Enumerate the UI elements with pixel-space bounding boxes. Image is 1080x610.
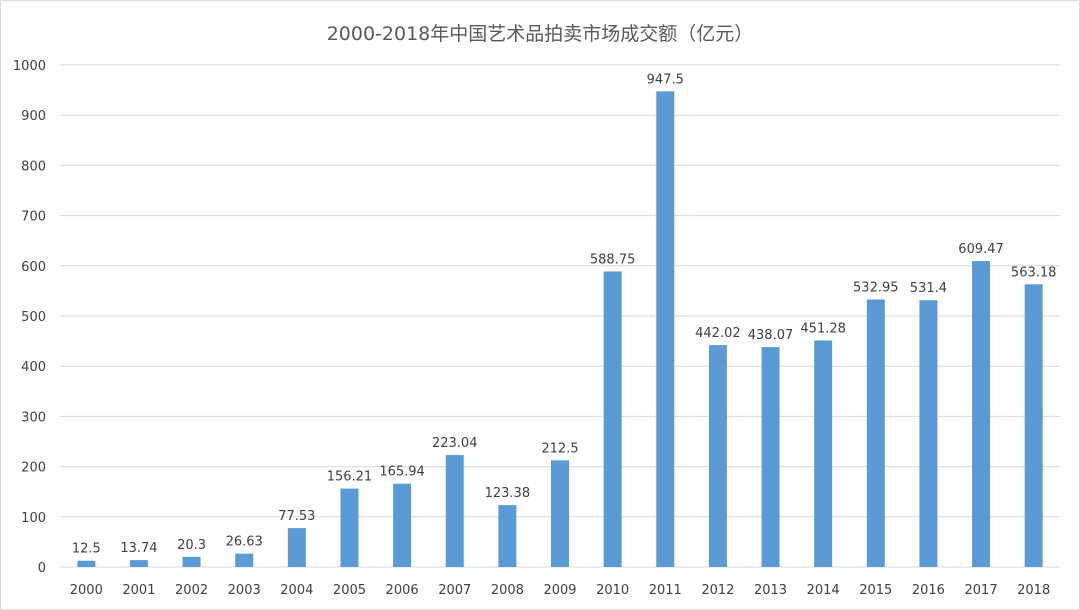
bar-2016 xyxy=(919,300,938,567)
bar-2014 xyxy=(814,340,833,567)
bar-2005 xyxy=(340,488,359,567)
x-tick-label: 2008 xyxy=(491,583,524,598)
data-labels: 12.5 13.74 20.3 26.63 77.53 156.21 165.94 223.0… xyxy=(72,72,1057,556)
bar-2018 xyxy=(1024,284,1043,567)
y-tick-label: 200 xyxy=(21,461,46,476)
data-label: 156.21 xyxy=(327,470,373,485)
gridlines xyxy=(60,64,1060,568)
data-label: 20.3 xyxy=(177,538,206,553)
y-tick-label: 900 xyxy=(21,109,46,124)
bar-2017 xyxy=(972,261,991,567)
data-label: 212.5 xyxy=(541,441,578,456)
x-tick-label: 2014 xyxy=(807,583,840,598)
bar-2009 xyxy=(551,460,569,567)
data-label: 13.74 xyxy=(120,541,157,556)
data-label: 123.38 xyxy=(485,486,531,501)
chart-title: 2000-2018年中国艺术品拍卖市场成交额（亿元） xyxy=(326,23,754,45)
x-tick-label: 2004 xyxy=(280,583,313,598)
y-axis: 0 100 200 300 400 500 600 700 800 900 1000 xyxy=(13,59,46,576)
x-tick-label: 2007 xyxy=(438,583,471,598)
x-tick-label: 2010 xyxy=(596,583,629,598)
bar-2006 xyxy=(393,483,412,567)
y-tick-label: 0 xyxy=(38,561,46,576)
bar-2015 xyxy=(866,299,885,567)
y-tick-label: 1000 xyxy=(13,59,46,74)
x-tick-label: 2003 xyxy=(228,583,261,598)
x-tick-label: 2002 xyxy=(175,583,208,598)
data-label: 12.5 xyxy=(72,542,101,557)
bar-2003 xyxy=(235,553,254,567)
bars xyxy=(77,91,1043,567)
x-tick-label: 2005 xyxy=(333,583,366,598)
bar-2007 xyxy=(445,455,464,567)
y-tick-label: 600 xyxy=(21,260,46,275)
x-tick-label: 2013 xyxy=(754,583,787,598)
data-label: 947.5 xyxy=(647,72,684,87)
bar-2010 xyxy=(603,271,622,567)
data-label: 532.95 xyxy=(853,280,899,295)
y-tick-label: 100 xyxy=(21,511,46,526)
bar-2012 xyxy=(708,345,727,567)
bar-2013 xyxy=(761,347,780,567)
x-tick-label: 2012 xyxy=(701,583,734,598)
x-tick-label: 2009 xyxy=(543,583,576,598)
data-label: 223.04 xyxy=(432,436,478,451)
bar-2008 xyxy=(498,505,517,567)
data-label: 609.47 xyxy=(958,242,1004,257)
y-tick-label: 400 xyxy=(21,360,46,375)
x-tick-label: 2018 xyxy=(1017,583,1050,598)
data-label: 77.53 xyxy=(278,509,315,524)
data-label: 563.18 xyxy=(1011,265,1057,280)
x-tick-label: 2011 xyxy=(649,583,682,598)
data-label: 438.07 xyxy=(748,328,794,343)
bar-2001 xyxy=(129,560,148,567)
y-tick-label: 800 xyxy=(21,159,46,174)
bar-2000 xyxy=(77,560,96,567)
y-tick-label: 700 xyxy=(21,210,46,225)
x-tick-label: 2006 xyxy=(386,583,419,598)
data-label: 588.75 xyxy=(590,252,636,267)
x-tick-label: 2017 xyxy=(965,583,998,598)
data-label: 165.94 xyxy=(379,465,425,480)
x-tick-label: 2016 xyxy=(912,583,945,598)
y-tick-label: 300 xyxy=(21,410,46,425)
data-label: 442.02 xyxy=(695,326,741,341)
x-axis: 2000 2001 2002 2003 2004 2005 2006 2007 2008 2009… xyxy=(70,583,1050,598)
bar-2011 xyxy=(656,91,675,567)
y-tick-label: 500 xyxy=(21,310,46,325)
data-label: 26.63 xyxy=(226,535,263,550)
data-label: 451.28 xyxy=(800,321,846,336)
bar-2002 xyxy=(182,556,201,567)
bar-2004 xyxy=(287,528,306,567)
data-label: 531.4 xyxy=(910,281,947,296)
x-tick-label: 2001 xyxy=(122,583,155,598)
x-tick-label: 2000 xyxy=(70,583,103,598)
x-tick-label: 2015 xyxy=(859,583,892,598)
